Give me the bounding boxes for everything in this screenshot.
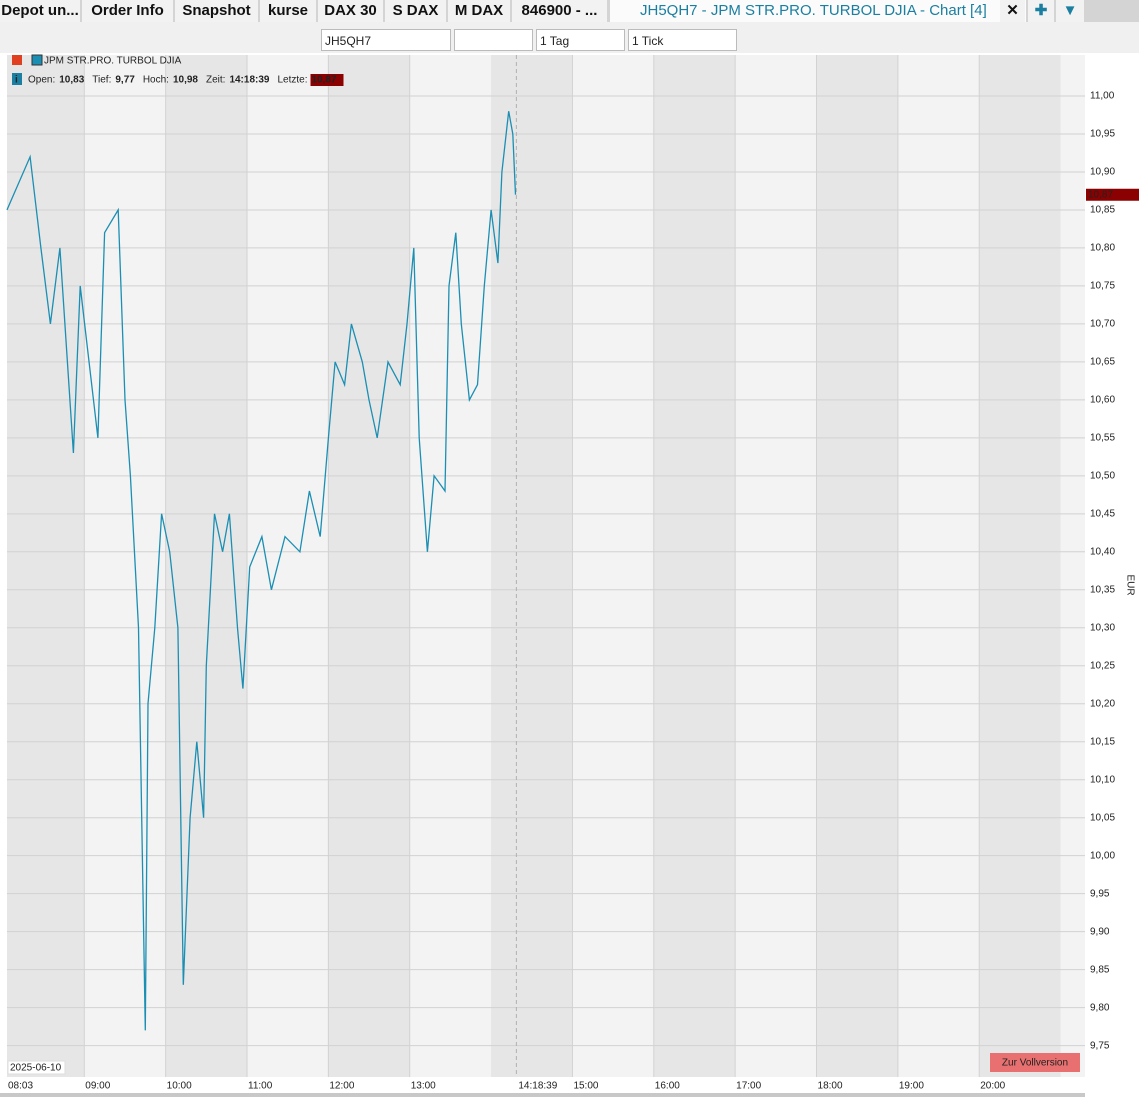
empty-select[interactable]: [454, 29, 533, 51]
y-tick-label: 11,00: [1090, 91, 1115, 102]
upgrade-button[interactable]: [990, 1053, 1080, 1072]
info-label: Letzte:: [277, 75, 307, 86]
tab[interactable]: 846900 - ...: [512, 0, 607, 22]
y-tick-label: 9,95: [1090, 888, 1110, 899]
toolbar: JH5QH7 1 Tag 1 Tick: [0, 22, 1139, 53]
info-value: 10,98: [173, 75, 198, 86]
y-tick-label: 10,25: [1090, 660, 1115, 671]
y-tick-label: 10,55: [1090, 432, 1115, 443]
y-tick-label: 9,80: [1090, 1002, 1110, 1013]
y-tick-label: 10,45: [1090, 508, 1115, 519]
x-tick-label: 09:00: [85, 1081, 110, 1092]
hour-band: [491, 55, 573, 1077]
x-tick-label: 10:00: [167, 1081, 192, 1092]
x-tick-label: 08:03: [8, 1081, 33, 1092]
last-value-label: 10,87: [1088, 189, 1113, 200]
y-tick-label: 10,95: [1090, 129, 1115, 140]
legend-swatch: [31, 54, 43, 66]
info-i: i: [15, 75, 18, 86]
info-value: 10,83: [59, 75, 84, 86]
tab[interactable]: kurse: [260, 0, 316, 22]
info-label: Zeit:: [206, 75, 225, 86]
tab[interactable]: Depot un...: [0, 0, 80, 22]
y-tick-label: 10,60: [1090, 395, 1115, 406]
x-tick-label: 11:00: [248, 1081, 273, 1092]
info-value: 10,87: [312, 75, 337, 86]
y-axis-label: EUR: [1124, 574, 1135, 595]
symbol-input[interactable]: JH5QH7: [321, 29, 451, 51]
y-tick-label: 9,75: [1090, 1040, 1110, 1051]
tab[interactable]: DAX 30: [318, 0, 383, 22]
hour-band: [653, 55, 736, 1077]
info-value: 9,77: [115, 75, 135, 86]
y-tick-label: 10,00: [1090, 850, 1115, 861]
tab[interactable]: S DAX: [385, 0, 446, 22]
close-tab[interactable]: ✕: [1000, 0, 1025, 22]
y-tick-label: 10,75: [1090, 281, 1115, 292]
x-tick-label: 16:00: [655, 1081, 680, 1092]
info-label: Hoch:: [143, 75, 169, 86]
hour-band: [979, 55, 1061, 1077]
y-tick-label: 10,80: [1090, 243, 1115, 254]
date-label: 2025-06-10: [10, 1063, 62, 1074]
x-tick-label: 13:00: [411, 1081, 436, 1092]
y-tick-label: 9,85: [1090, 964, 1110, 975]
hour-band: [816, 55, 898, 1077]
y-tick-label: 10,50: [1090, 470, 1115, 481]
scrollbar: [0, 1093, 1085, 1097]
y-tick-label: 10,10: [1090, 774, 1115, 785]
icon: [12, 55, 22, 65]
x-tick-label: 19:00: [899, 1081, 924, 1092]
info-icon: [12, 73, 22, 85]
new-tab[interactable]: ✚: [1028, 0, 1054, 22]
info-value: 14:18:39: [229, 75, 269, 86]
date-box: [7, 1060, 66, 1075]
tab[interactable]: M DAX: [448, 0, 510, 22]
info-last-bg: [310, 74, 344, 86]
chart-title: JPM STR.PRO. TURBOL DJIA: [44, 56, 182, 67]
x-tick-label: 20:00: [980, 1081, 1005, 1092]
hour-band: [165, 55, 248, 1077]
x-tick-label: 18:00: [818, 1081, 843, 1092]
y-tick-label: 10,70: [1090, 319, 1115, 330]
x-tick-label: 12:00: [329, 1081, 354, 1092]
hour-band: [328, 55, 410, 1077]
y-tick-label: 10,85: [1090, 205, 1115, 216]
interval-select[interactable]: 1 Tick: [628, 29, 737, 51]
price-line: [6, 111, 517, 1031]
y-tick-label: 10,05: [1090, 812, 1115, 823]
tab-bar: Depot un... Order Info Snapshot kurse DAX 30…: [0, 0, 1139, 22]
y-tick-label: 9,90: [1090, 926, 1110, 937]
period-select[interactable]: 1 Tag: [536, 29, 625, 51]
y-tick-label: 10,40: [1090, 546, 1115, 557]
y-tick-label: 10,20: [1090, 698, 1115, 709]
info-label: Tief:: [92, 75, 111, 86]
tab[interactable]: Order Info: [82, 0, 173, 22]
upgrade-button-label: Zur Vollversion: [1002, 1058, 1068, 1069]
current-time-label: 14:18:39: [518, 1081, 557, 1092]
y-tick-label: 10,30: [1090, 622, 1115, 633]
y-tick-label: 10,35: [1090, 584, 1115, 595]
last-value-box: [1086, 188, 1139, 201]
y-tick-label: 10,90: [1090, 167, 1115, 178]
y-tick-label: 10,15: [1090, 736, 1115, 747]
hour-band: [7, 55, 85, 1077]
y-tick-label: 10,65: [1090, 357, 1115, 368]
info-label: Open:: [28, 75, 55, 86]
tab-menu[interactable]: ▼: [1056, 0, 1084, 22]
tab[interactable]: JH5QH7 - JPM STR.PRO. TURBOL DJIA - Char…: [610, 0, 1026, 22]
tab[interactable]: Snapshot: [175, 0, 258, 22]
x-tick-label: 17:00: [736, 1081, 761, 1092]
x-tick-label: 15:00: [573, 1081, 598, 1092]
